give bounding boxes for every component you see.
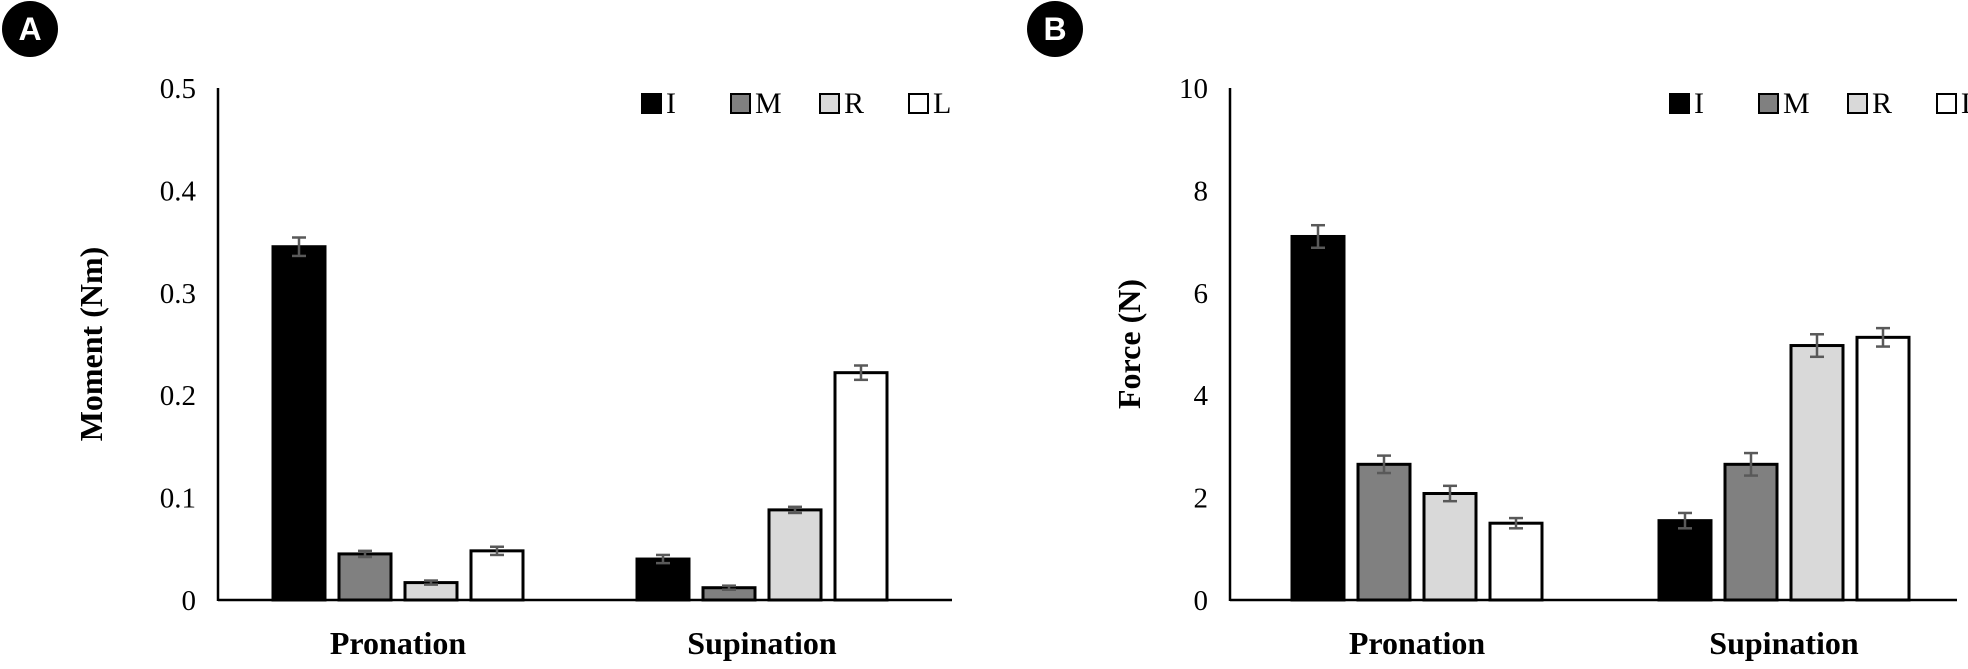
x-category-label: Supination [1709,625,1859,661]
y-tick-label: 0.5 [160,73,196,105]
legend-swatch-I [641,93,662,114]
legend-swatch-M [1758,93,1779,114]
legend-label: R [1872,87,1892,120]
error-bar-I-supination [1678,511,1692,530]
legend-swatch-R [819,93,840,114]
legend-swatch-L [908,93,929,114]
panel-label-circle [1027,1,1083,57]
bar-R-supination [767,508,823,602]
bar-L-pronation [469,549,525,602]
y-tick-label: 0 [182,585,197,617]
error-bar-I-pronation [1311,223,1325,249]
panel-a: A 0 0.1 0.2 0.3 0.4 0.5 Pronation Supination Mome… [2,1,952,661]
error-bar-L-pronation [490,545,504,557]
legend-label: L [933,87,951,120]
x-category-label: Supination [687,625,837,661]
y-tick-label: 0.2 [160,380,196,412]
bar-I-pronation [271,245,327,602]
bar-L-pronation [1488,521,1544,602]
error-bar-L-supination [1876,326,1890,348]
bar-R-pronation [1422,492,1478,602]
legend-label: I [1694,87,1704,120]
error-bar-M-pronation [1377,454,1391,475]
error-bar-L-pronation [1509,516,1523,530]
legend-swatch-M [730,93,751,114]
panel-label: B [1043,11,1066,47]
error-bar-I-pronation [292,236,306,258]
legend-label: M [1783,87,1810,120]
error-bar-M-supination [1744,451,1758,477]
y-tick-label: 0.3 [160,278,196,310]
panel-b: B 0 2 4 6 8 10 Pronation Supination Force (N) I M R L [1027,1,1968,661]
y-tick-label: 6 [1194,278,1209,310]
error-bar-M-pronation [358,549,372,559]
bar-M-pronation [337,552,393,602]
panel-label: A [18,11,41,47]
y-axis-label: Moment (Nm) [73,247,109,442]
legend-label: M [755,87,782,120]
error-bar-L-supination [854,364,868,382]
legend-swatch-I [1669,93,1690,114]
error-bar-R-pronation [424,579,438,586]
legend-label: R [844,87,864,120]
y-tick-label: 10 [1179,73,1208,105]
bar-I-supination [635,557,691,602]
y-tick-label: 0.1 [160,483,196,515]
y-tick-label: 0 [1194,585,1209,617]
error-bar-M-supination [722,584,736,592]
bar-L-supination [1855,335,1911,602]
error-bar-R-pronation [1443,484,1457,503]
y-axis-label: Force (N) [1111,279,1147,409]
bar-M-supination [1723,462,1779,602]
x-category-label: Pronation [1349,625,1486,661]
bar-M-pronation [1356,462,1412,602]
y-tick-label: 4 [1194,380,1209,412]
x-category-label: Pronation [330,625,467,661]
panel-label-badge: A [2,1,58,57]
bar-I-supination [1657,519,1713,602]
error-bar-R-supination [1810,333,1824,359]
panel-label-badge: B [1027,1,1083,57]
y-tick-label: 8 [1194,175,1209,207]
legend-label: I [666,87,676,120]
bar-I-pronation [1290,234,1346,602]
bar-R-supination [1789,344,1845,602]
bar-L-supination [833,371,889,602]
legend-label: L [1961,87,1968,120]
y-tick-label: 0.4 [160,175,197,207]
legend-swatch-L [1936,93,1957,114]
error-bar-I-supination [656,553,670,565]
y-tick-label: 2 [1194,483,1209,515]
error-bar-R-supination [788,505,802,515]
legend-swatch-R [1847,93,1868,114]
panel-label-circle [2,1,58,57]
